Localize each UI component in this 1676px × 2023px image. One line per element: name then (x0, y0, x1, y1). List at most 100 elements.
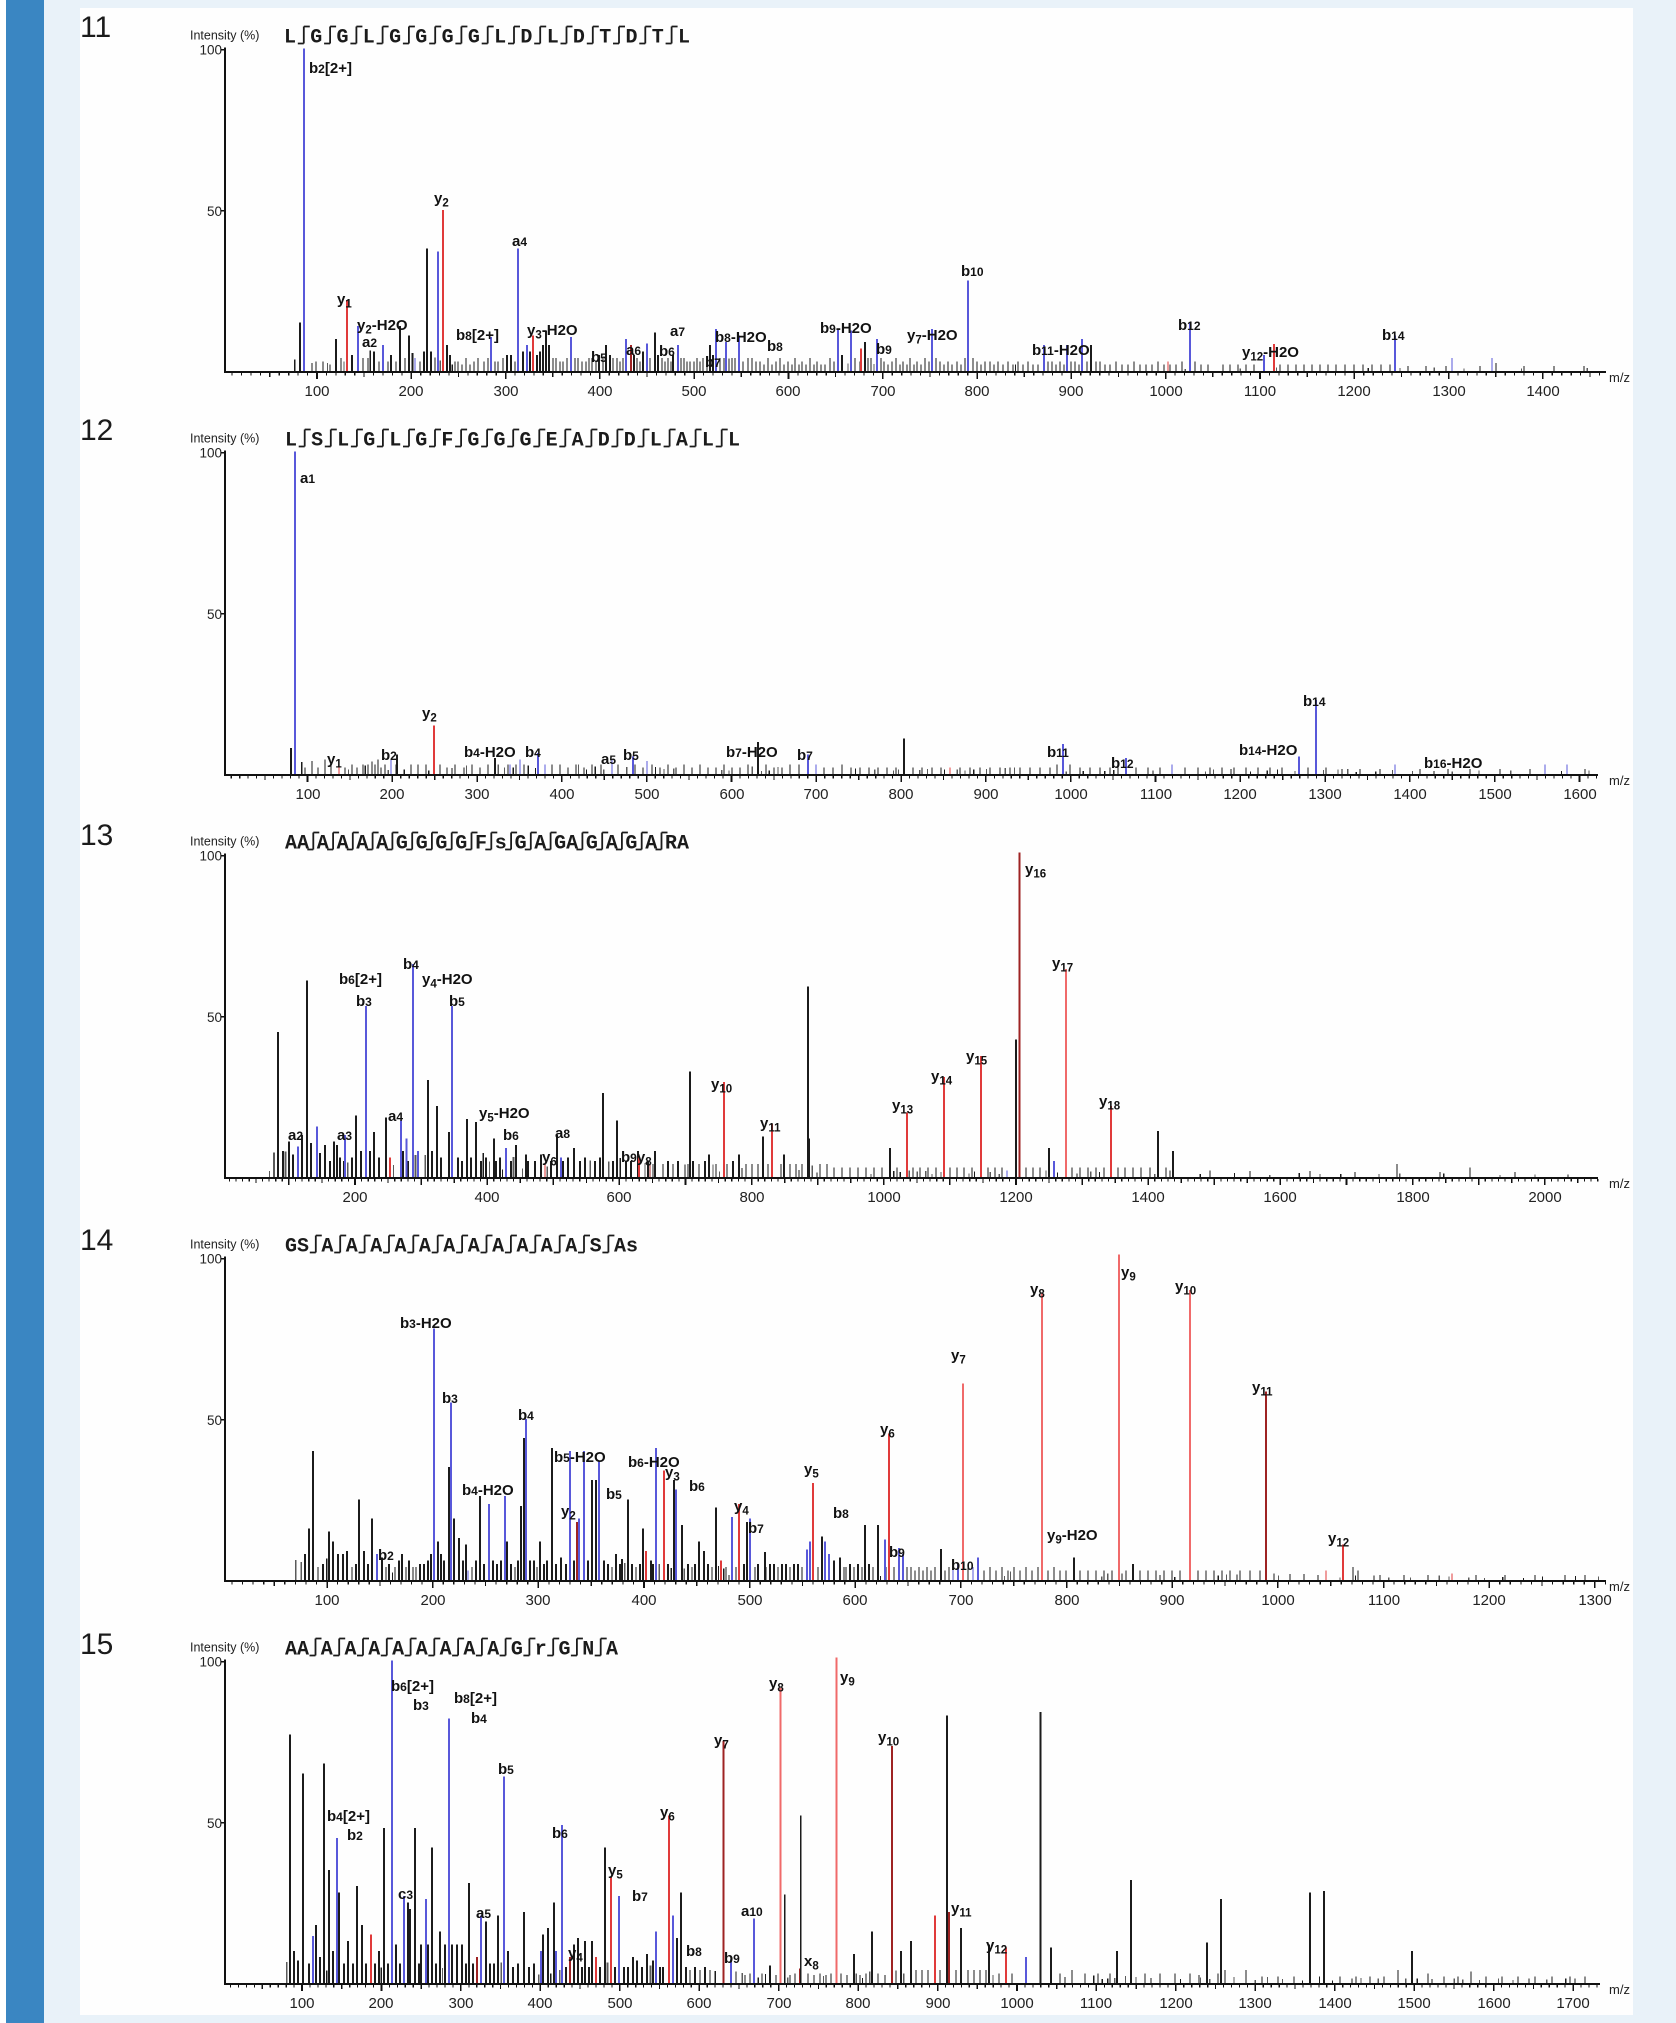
svg-text:1400: 1400 (1526, 383, 1559, 400)
svg-text:Intensity (%): Intensity (%) (190, 29, 259, 43)
svg-text:100: 100 (289, 1995, 314, 2012)
svg-text:b9: b9 (889, 1544, 905, 1561)
svg-text:y18: y18 (1099, 1093, 1121, 1113)
svg-text:1000: 1000 (1149, 383, 1182, 400)
svg-text:1800: 1800 (1396, 1189, 1429, 1206)
svg-text:b3-H2O: b3-H2O (400, 1315, 452, 1332)
svg-text:b14: b14 (1303, 693, 1326, 710)
svg-text:800: 800 (888, 786, 913, 803)
svg-text:b4: b4 (518, 1407, 534, 1424)
svg-text:b2: b2 (381, 747, 397, 764)
svg-text:300: 300 (525, 1592, 550, 1609)
svg-text:1200: 1200 (1337, 383, 1370, 400)
svg-text:m/z: m/z (1609, 370, 1630, 385)
svg-text:b2: b2 (378, 1547, 394, 1564)
svg-text:b10: b10 (951, 1557, 974, 1574)
svg-text:15: 15 (80, 1628, 113, 1661)
svg-text:b7: b7 (632, 1888, 648, 1905)
svg-text:b9: b9 (724, 1950, 740, 1967)
svg-text:y8: y8 (1030, 1281, 1045, 1301)
svg-text:b5: b5 (498, 1761, 514, 1778)
svg-text:y7-H2O: y7-H2O (907, 327, 958, 347)
svg-text:1000: 1000 (1000, 1995, 1033, 2012)
svg-text:b6: b6 (689, 1478, 705, 1495)
svg-text:b5: b5 (623, 747, 639, 764)
svg-text:100: 100 (304, 383, 329, 400)
svg-text:y14: y14 (931, 1068, 953, 1088)
svg-text:b7-H2O: b7-H2O (726, 744, 778, 761)
svg-text:50: 50 (207, 1010, 222, 1025)
svg-text:1100: 1100 (1140, 786, 1172, 803)
svg-text:900: 900 (925, 1995, 950, 2012)
svg-text:b11-H2O: b11-H2O (1032, 342, 1090, 359)
svg-text:13: 13 (80, 819, 113, 852)
svg-text:y16: y16 (1025, 861, 1046, 881)
svg-text:c3: c3 (398, 1886, 413, 1903)
svg-text:800: 800 (1054, 1592, 1079, 1609)
svg-text:50: 50 (207, 607, 222, 622)
svg-text:b4-H2O: b4-H2O (464, 744, 516, 761)
svg-text:b4[2+]: b4[2+] (327, 1808, 370, 1825)
svg-text:1200: 1200 (1472, 1592, 1505, 1609)
svg-text:100: 100 (314, 1592, 339, 1609)
svg-text:700: 700 (870, 383, 895, 400)
svg-text:Intensity (%): Intensity (%) (190, 835, 259, 849)
svg-text:b4-H2O: b4-H2O (462, 1482, 514, 1499)
svg-text:2000: 2000 (1528, 1189, 1561, 1206)
svg-text:600: 600 (606, 1189, 631, 1206)
svg-text:y15: y15 (966, 1048, 988, 1068)
svg-text:900: 900 (1159, 1592, 1184, 1609)
svg-text:y7: y7 (951, 1347, 966, 1367)
svg-text:14: 14 (80, 1224, 113, 1257)
svg-text:a6: a6 (626, 342, 641, 359)
svg-text:1400: 1400 (1318, 1995, 1351, 2012)
svg-text:b8: b8 (686, 1943, 702, 1960)
svg-text:y10: y10 (878, 1729, 899, 1749)
svg-text:800: 800 (739, 1189, 764, 1206)
svg-text:300: 300 (464, 786, 489, 803)
svg-text:y3-H2O: y3-H2O (527, 322, 578, 342)
svg-text:50: 50 (207, 1413, 222, 1428)
svg-text:1000: 1000 (867, 1189, 900, 1206)
svg-text:b5: b5 (606, 1486, 622, 1503)
svg-text:b9-H2O: b9-H2O (820, 320, 872, 337)
svg-text:m/z: m/z (1609, 1982, 1630, 1997)
svg-text:200: 200 (398, 383, 423, 400)
svg-text:700: 700 (948, 1592, 973, 1609)
svg-text:a3: a3 (337, 1127, 352, 1144)
svg-text:y9: y9 (1121, 1264, 1136, 1284)
svg-text:m/z: m/z (1609, 1579, 1630, 1594)
svg-text:y10: y10 (1175, 1278, 1196, 1298)
svg-text:y6: y6 (542, 1149, 557, 1169)
svg-text:11: 11 (80, 11, 111, 44)
svg-text:200: 200 (379, 786, 404, 803)
svg-text:y7: y7 (714, 1732, 729, 1752)
svg-text:1200: 1200 (1223, 786, 1256, 803)
svg-text:100: 100 (199, 1252, 222, 1267)
svg-text:b4: b4 (471, 1710, 487, 1727)
svg-text:b10: b10 (961, 263, 984, 280)
svg-text:a1: a1 (300, 470, 315, 487)
svg-text:b8: b8 (833, 1505, 849, 1522)
svg-text:600: 600 (686, 1995, 711, 2012)
svg-text:400: 400 (474, 1189, 499, 1206)
svg-text:x8: x8 (804, 1953, 819, 1973)
svg-text:1700: 1700 (1556, 1995, 1589, 2012)
svg-text:b4: b4 (525, 744, 541, 761)
svg-text:1500: 1500 (1478, 786, 1511, 803)
svg-text:y11: y11 (951, 1900, 972, 1920)
svg-text:600: 600 (842, 1592, 867, 1609)
svg-text:900: 900 (973, 786, 998, 803)
svg-text:Intensity (%): Intensity (%) (190, 1238, 259, 1252)
svg-text:500: 500 (634, 786, 659, 803)
svg-text:100: 100 (199, 43, 222, 58)
svg-text:y2: y2 (561, 1503, 576, 1523)
svg-text:200: 200 (368, 1995, 393, 2012)
svg-text:y1: y1 (337, 291, 352, 311)
svg-text:y11: y11 (760, 1115, 781, 1135)
